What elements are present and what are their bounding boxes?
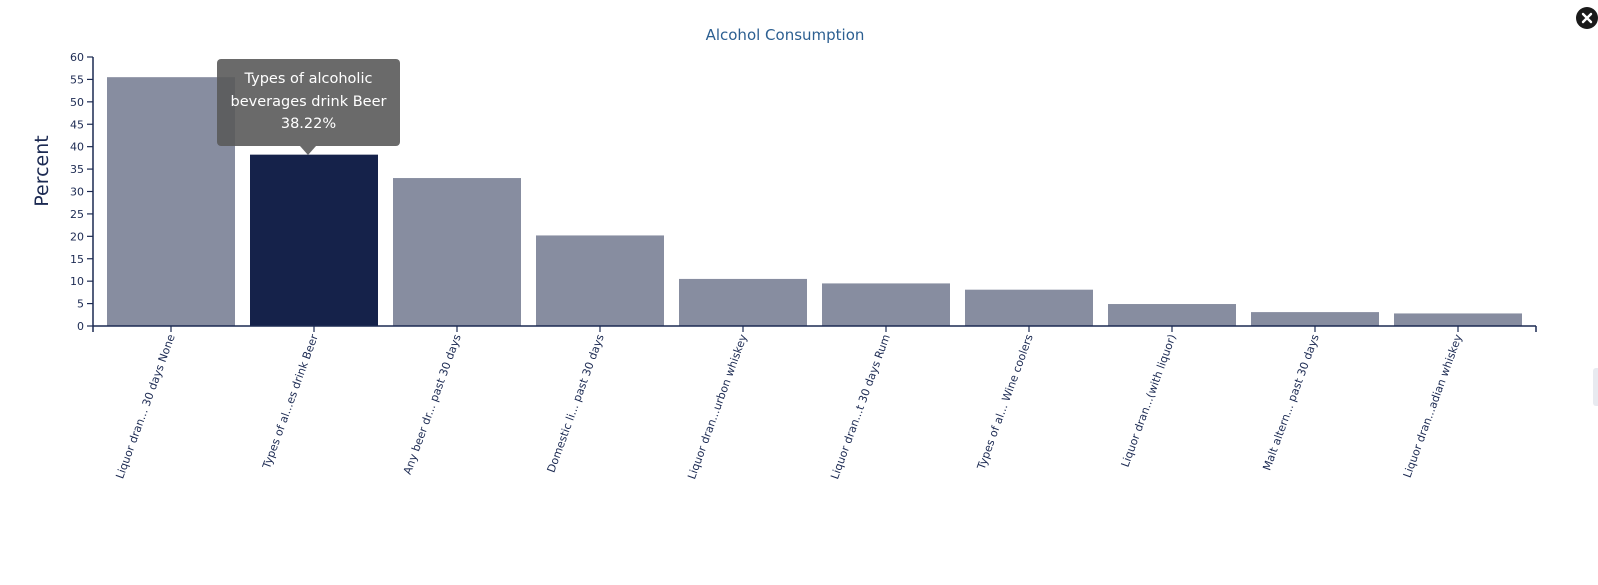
chart-title: Alcohol Consumption — [706, 26, 865, 44]
y-tick-label: 20 — [70, 230, 84, 243]
bar[interactable] — [679, 278, 807, 326]
y-tick-label: 0 — [77, 320, 84, 333]
y-tick-label: 30 — [70, 186, 84, 199]
close-icon — [1581, 12, 1593, 24]
bar[interactable] — [1108, 304, 1236, 326]
y-tick-label: 45 — [70, 118, 84, 131]
y-tick-label: 60 — [70, 51, 84, 64]
bar-tooltip: Types of alcoholic beverages drink Beer … — [217, 59, 400, 155]
x-tick-label: Types of al...es drink Beer — [260, 332, 321, 471]
bar[interactable] — [965, 289, 1093, 326]
y-axis-label: Percent — [31, 135, 53, 207]
x-tick-label: Liquor dran...t 30 days Rum — [828, 333, 893, 481]
y-tick-label: 50 — [70, 96, 84, 109]
x-tick-label: Liquor dran...urbon whiskey — [685, 332, 750, 481]
y-tick-label: 25 — [70, 208, 84, 221]
bar[interactable] — [250, 154, 378, 326]
bar[interactable] — [107, 77, 235, 326]
bar[interactable] — [536, 235, 664, 326]
y-tick-label: 55 — [70, 73, 84, 86]
bar[interactable] — [393, 178, 521, 326]
x-tick-label: Liquor dran...(with liquor) — [1119, 333, 1179, 469]
bar[interactable] — [822, 283, 950, 326]
x-tick-label: Liquor dran... 30 days None — [113, 332, 178, 480]
x-tick-label: Any beer dr... past 30 days — [401, 332, 464, 476]
bar[interactable] — [1251, 312, 1379, 326]
x-tick-label: Liquor dran...adian whiskey — [1401, 332, 1465, 479]
y-tick-label: 5 — [77, 298, 84, 311]
tooltip-line-1: Types of alcoholic — [244, 71, 373, 87]
side-panel-handle[interactable] — [1593, 368, 1598, 406]
x-tick-label: Types of al... Wine coolers — [974, 332, 1036, 472]
x-tick-label: Domestic li... past 30 days — [545, 332, 607, 474]
y-tick-label: 10 — [70, 275, 84, 288]
y-tick-label: 15 — [70, 253, 84, 266]
y-tick-label: 40 — [70, 141, 84, 154]
bar[interactable] — [1394, 313, 1522, 326]
x-tick-label: Malt altern... past 30 days — [1260, 332, 1322, 472]
close-button[interactable] — [1576, 7, 1598, 29]
tooltip-line-2: beverages drink Beer — [230, 93, 387, 110]
tooltip-value: 38.22% — [280, 116, 337, 132]
y-tick-label: 35 — [70, 163, 84, 176]
